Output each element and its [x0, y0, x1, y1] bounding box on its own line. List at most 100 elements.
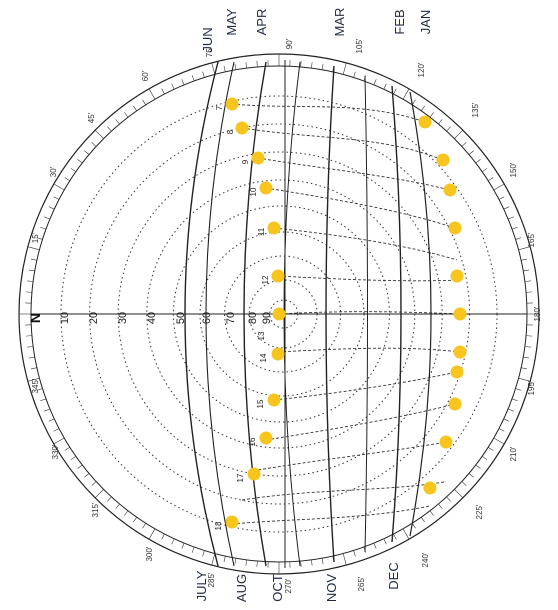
svg-text:70: 70 [225, 312, 237, 324]
azimuth-tick [36, 388, 43, 391]
month-feb: FEB [392, 9, 407, 34]
azimuth-tick [515, 388, 522, 391]
azimuth-tick [321, 558, 324, 565]
svg-text:300': 300' [145, 546, 154, 561]
azimuth-tick [461, 142, 467, 147]
azimuth-tick [468, 473, 474, 478]
azimuth-tick [53, 196, 60, 200]
month-oct: OCT [270, 574, 285, 602]
azimuth-tick [487, 177, 494, 182]
azimuth-tick [44, 408, 50, 412]
azimuth-tick [515, 237, 522, 240]
azimuth-tick [493, 183, 505, 191]
mar-nov-arc [325, 65, 335, 563]
azimuth-tick [524, 280, 531, 282]
azimuth-tick [91, 142, 97, 147]
svg-text:165': 165' [527, 232, 536, 247]
month-labels-bottom: JULY AUG OCT NOV DEC [194, 562, 401, 602]
hour-lines [231, 103, 463, 525]
azimuth-tick [124, 510, 129, 516]
azimuth-tick [487, 446, 494, 451]
month-labels-top: JUN MAY APR MAR FEB JAN [200, 8, 433, 53]
azimuth-tick [503, 418, 510, 422]
svg-text:12: 12 [261, 275, 270, 284]
azimuth-tick [245, 62, 247, 69]
sun-dot-9 [251, 151, 265, 165]
svg-text:240': 240' [421, 552, 430, 567]
azimuth-tick [91, 481, 97, 486]
sun-dot-11 [267, 221, 281, 235]
azimuth-tick [383, 538, 387, 545]
svg-text:180': 180' [533, 306, 542, 321]
azimuth-tick [223, 556, 226, 563]
sun-dot-10 [259, 181, 273, 195]
azimuth-tick [84, 473, 90, 478]
azimuth-tick [256, 561, 258, 568]
azimuth-tick [511, 226, 518, 230]
azimuth-tick [438, 119, 443, 125]
svg-text:13: 13 [257, 331, 266, 340]
sun-dot-noon [272, 307, 286, 321]
azimuth-tick [48, 206, 55, 210]
azimuth-tick [508, 408, 514, 412]
svg-text:16: 16 [248, 437, 257, 446]
svg-text:330': 330' [51, 444, 60, 459]
azimuth-tick [383, 83, 387, 90]
month-july: JULY [194, 570, 209, 601]
azimuth-tick [481, 168, 488, 172]
month-apr: APR [254, 9, 269, 36]
azimuth-tick [28, 356, 35, 359]
svg-text:11: 11 [257, 227, 266, 236]
azimuth-tick [321, 63, 324, 70]
feb-dec-arc [391, 85, 402, 543]
svg-text:60': 60' [141, 70, 150, 81]
svg-text:8: 8 [226, 129, 235, 134]
azimuth-tick [107, 496, 112, 502]
azimuth-tick [498, 196, 505, 200]
azimuth-tick [211, 553, 216, 566]
azimuth-tick [77, 159, 83, 164]
azimuth-labels: 15' 30' 45' 60' 75' 90' 105' 120' 135' 1… [31, 38, 542, 593]
sun-dot-12 [271, 269, 285, 283]
svg-text:75': 75' [205, 46, 214, 57]
svg-text:90: 90 [261, 312, 273, 324]
svg-text:18: 18 [214, 521, 223, 530]
azimuth-tick [245, 559, 247, 566]
azimuth-tick [446, 126, 451, 132]
azimuth-tick [64, 446, 71, 451]
azimuth-tick [44, 216, 50, 220]
sun-dot-14 [271, 347, 285, 361]
azimuth-tick [202, 550, 205, 557]
svg-text:9: 9 [241, 159, 250, 164]
azimuth-tick [28, 269, 35, 272]
azimuth-tick [438, 503, 443, 509]
azimuth-tick [77, 464, 83, 469]
azimuth-tick [191, 546, 195, 553]
azimuth-tick [27, 246, 40, 251]
azimuth-tick [64, 177, 71, 182]
azimuth-tick [446, 496, 451, 502]
azimuth-tick [402, 528, 410, 540]
azimuth-tick [429, 510, 434, 516]
azimuth-tick [94, 489, 104, 499]
svg-text:105': 105' [355, 38, 364, 53]
azimuth-tick [311, 62, 313, 69]
azimuth-tick [454, 489, 464, 499]
azimuth-tick [171, 538, 175, 545]
azimuth-tick [498, 428, 505, 432]
svg-text:10: 10 [249, 187, 258, 196]
azimuth-tick [161, 533, 165, 540]
azimuth-tick [53, 437, 65, 445]
jun-july-arc [184, 61, 219, 567]
svg-text:40: 40 [146, 312, 158, 324]
azimuth-tick [115, 503, 120, 509]
azimuth-tick [353, 71, 356, 78]
azimuth-tick [40, 226, 47, 230]
svg-text:17: 17 [236, 473, 245, 482]
azimuth-tick [115, 119, 120, 125]
azimuth-tick [475, 159, 481, 164]
svg-text:7: 7 [215, 105, 224, 110]
azimuth-tick [373, 79, 377, 85]
azimuth-tick [25, 335, 32, 337]
